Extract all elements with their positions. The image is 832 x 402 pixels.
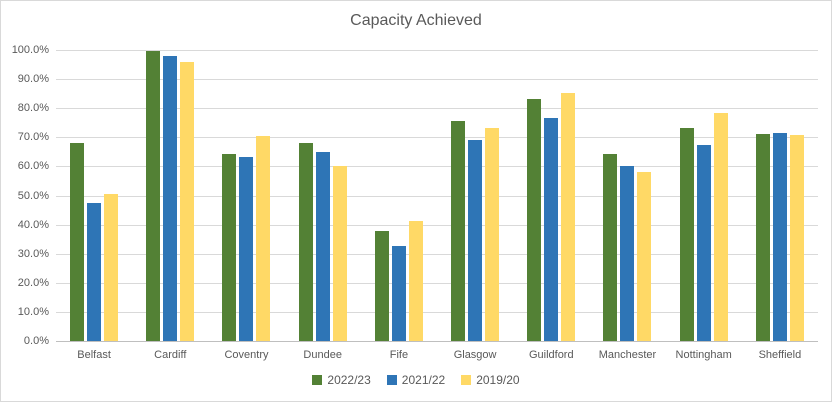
bar-fife-2021-22: [391, 245, 406, 341]
bar-group-nottingham: [666, 50, 742, 341]
bar-manchester-2021-22: [620, 165, 635, 341]
gridline: [56, 311, 818, 313]
legend-label: 2021/22: [401, 373, 446, 387]
gridline: [56, 137, 818, 139]
x-axis-category-label: Sheffield: [758, 349, 802, 361]
bar-sheffield-2021-22: [772, 132, 787, 341]
gridline: [56, 79, 818, 81]
x-axis-category-label: Manchester: [598, 349, 657, 361]
legend-item-2019-20: 2019/20: [461, 373, 520, 387]
gridline: [56, 166, 818, 168]
bar-sheffield-2019-20: [789, 135, 804, 341]
bar-coventry-2019-20: [256, 135, 271, 341]
bar-coventry-2022-23: [222, 153, 237, 341]
y-axis-tick-label: 50.0%: [17, 189, 49, 202]
bar-dundee-2022-23: [298, 143, 313, 341]
bar-cardiff-2019-20: [180, 61, 195, 341]
bar-group-belfast: [56, 50, 132, 341]
bar-belfast-2022-23: [70, 143, 85, 341]
y-axis-tick-label: 90.0%: [17, 73, 49, 86]
bar-group-guildford: [513, 50, 589, 341]
y-axis-tick-label: 30.0%: [17, 247, 49, 260]
bar-group-dundee: [285, 50, 361, 341]
y-axis-tick-label: 20.0%: [17, 276, 49, 289]
bar-group-cardiff: [132, 50, 208, 341]
bar-nottingham-2019-20: [713, 112, 728, 341]
bar-glasgow-2021-22: [468, 139, 483, 341]
bar-belfast-2021-22: [87, 202, 102, 341]
bar-cardiff-2022-23: [146, 51, 161, 341]
bar-coventry-2021-22: [239, 157, 254, 341]
x-axis-category-label: Cardiff: [154, 349, 187, 361]
bar-nottingham-2021-22: [696, 144, 711, 341]
y-axis-tick-label: 100.0%: [11, 44, 49, 56]
bar-guildford-2019-20: [561, 93, 576, 341]
legend-swatch-icon: [312, 375, 323, 385]
bar-cardiff-2021-22: [163, 56, 178, 341]
x-axis-category-label: Guildford: [528, 349, 574, 361]
bar-fife-2022-23: [374, 230, 389, 341]
legend-swatch-icon: [386, 375, 397, 385]
y-axis-tick-label: 80.0%: [17, 102, 49, 115]
bar-sheffield-2022-23: [755, 134, 770, 341]
legend-label: 2019/20: [476, 373, 520, 387]
y-axis-tick-label: 40.0%: [17, 218, 49, 231]
bar-group-manchester: [589, 50, 665, 341]
y-axis-tick-label: 10.0%: [17, 305, 49, 318]
x-axis-category-label: Dundee: [303, 349, 342, 361]
gridline: [56, 50, 818, 51]
bar-dundee-2021-22: [315, 151, 330, 341]
legend-item-2021-22: 2021/22: [386, 373, 446, 387]
legend-label: 2022/23: [327, 373, 371, 387]
gridline: [56, 195, 818, 197]
bar-nottingham-2022-23: [679, 128, 694, 341]
bar-fife-2019-20: [408, 221, 423, 341]
gridline: [56, 108, 818, 110]
bar-manchester-2022-23: [603, 154, 618, 341]
y-axis-tick-label: 0.0%: [23, 335, 49, 347]
bar-group-glasgow: [437, 50, 513, 341]
gridline: [56, 282, 818, 284]
gridline: [56, 224, 818, 226]
bar-group-sheffield: [742, 50, 818, 341]
bar-belfast-2019-20: [104, 194, 119, 341]
bar-manchester-2019-20: [637, 171, 652, 341]
bar-group-fife: [361, 50, 437, 341]
legend-item-2022-23: 2022/23: [312, 373, 371, 387]
x-axis-category-label: Nottingham: [675, 349, 732, 361]
legend: 2022/23 2021/22 2019/20: [1, 373, 831, 387]
y-axis-tick-label: 70.0%: [17, 131, 49, 144]
bar-group-coventry: [208, 50, 284, 341]
gridline: [56, 253, 818, 255]
bar-guildford-2022-23: [527, 99, 542, 341]
bar-glasgow-2019-20: [485, 128, 500, 341]
bar-dundee-2019-20: [332, 166, 347, 341]
y-axis-tick-label: 60.0%: [17, 160, 49, 173]
bar-guildford-2021-22: [544, 118, 559, 341]
x-axis-category-label: Glasgow: [453, 349, 497, 361]
x-axis-category-label: Belfast: [77, 349, 111, 361]
chart-title: Capacity Achieved: [350, 12, 482, 29]
x-axis-category-label: Fife: [389, 349, 409, 361]
x-axis-line: [56, 341, 818, 342]
x-axis-category-label: Coventry: [224, 349, 269, 361]
bar-glasgow-2022-23: [451, 121, 466, 341]
legend-swatch-icon: [461, 375, 472, 385]
